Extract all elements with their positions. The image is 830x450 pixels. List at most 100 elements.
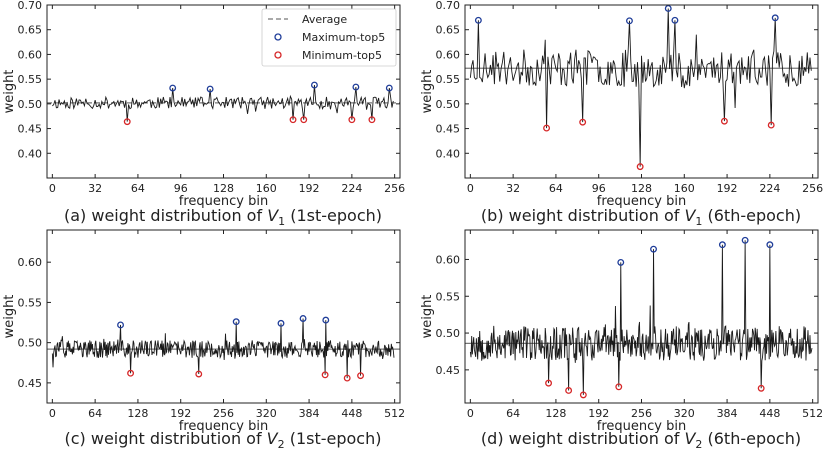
panel-d: 0 64 128 192 256 320 384 448 512 0.45 0.50 0.55 0.60…: [420, 229, 823, 450]
min-marker: [289, 116, 297, 124]
x-tick-label: 224: [341, 182, 362, 195]
y-tick-label: 0.50: [18, 98, 43, 111]
min-marker: [321, 371, 329, 379]
caption-text: (d) weight distribution of: [481, 429, 685, 448]
min-marker: [579, 391, 587, 399]
caption-variable: V: [684, 429, 696, 448]
y-axis-label: weight: [2, 295, 17, 339]
panel-caption: (b) weight distribution of V1 (6th-epoch…: [481, 206, 801, 228]
caption-text: (1st-epoch): [285, 206, 382, 225]
plot-frame: [464, 229, 819, 404]
min-marker: [123, 118, 131, 126]
y-tick-label: 0.70: [436, 0, 461, 12]
max-marker: [771, 14, 779, 22]
series-line: [52, 85, 394, 122]
legend-average-label: Average: [302, 13, 347, 26]
x-axis-label: frequency bin: [597, 194, 686, 209]
x-axis-label: frequency bin: [597, 419, 686, 434]
caption-subscript: 2: [695, 438, 702, 450]
x-tick-label: 256: [802, 182, 823, 195]
x-tick-label: 32: [506, 182, 520, 195]
caption-text: (a) weight distribution of: [64, 206, 267, 225]
caption-variable: V: [267, 429, 279, 448]
max-marker: [352, 83, 360, 91]
y-tick-label: 0.55: [18, 296, 43, 309]
x-tick-label: 192: [588, 407, 609, 420]
panel-a: 0 32 64 96 128 160 192 224 256 0.40 0.45 0.50 0.55 0.…: [2, 0, 405, 228]
x-tick-label: 512: [802, 407, 823, 420]
x-tick-label: 320: [674, 407, 695, 420]
max-marker: [322, 316, 330, 324]
x-tick-label: 448: [341, 407, 362, 420]
x-tick-label: 160: [256, 182, 277, 195]
legend-max-swatch: [274, 33, 282, 41]
caption-text: (c) weight distribution of: [65, 429, 267, 448]
x-tick-label: 512: [384, 407, 405, 420]
y-tick-label: 0.45: [18, 123, 43, 136]
max-marker: [664, 5, 672, 12]
x-tick-label: 32: [88, 182, 102, 195]
min-marker: [757, 384, 765, 392]
y-tick-label: 0.45: [436, 123, 461, 136]
caption-text: (1st-epoch): [285, 429, 382, 448]
panel-caption: (c) weight distribution of V2 (1st-epoch…: [65, 429, 382, 450]
y-tick-label: 0.40: [436, 147, 461, 160]
series-line: [51, 318, 395, 379]
y-tick-label: 0.40: [18, 147, 43, 160]
x-tick-label: 128: [545, 407, 566, 420]
y-tick-label: 0.50: [18, 337, 43, 350]
y-tick-label: 0.65: [18, 24, 43, 37]
panel-c: 0 64 128 192 256 320 384 448 512 0.45 0.50 0.55 0.60…: [2, 229, 405, 450]
y-tick-label: 0.45: [18, 377, 43, 390]
caption-text: (6th-epoch): [702, 206, 801, 225]
y-tick-label: 0.60: [18, 48, 43, 61]
y-tick-label: 0.50: [436, 327, 461, 340]
x-tick-label: 192: [170, 407, 191, 420]
max-marker: [385, 84, 393, 92]
max-marker: [310, 81, 318, 89]
x-axis-label: frequency bin: [179, 194, 268, 209]
x-tick-label: 320: [256, 407, 277, 420]
x-tick-label: 256: [631, 407, 652, 420]
max-marker: [474, 16, 482, 24]
y-tick-label: 0.60: [436, 48, 461, 61]
max-marker: [277, 319, 285, 327]
caption-subscript: 2: [278, 438, 285, 450]
x-tick-label: 448: [759, 407, 780, 420]
caption-subscript: 1: [695, 215, 702, 228]
min-marker: [368, 116, 376, 124]
y-tick-label: 0.70: [18, 0, 43, 12]
max-marker: [650, 245, 657, 253]
legend-min-label: Minimum-top5: [302, 49, 382, 62]
legend-box: [261, 8, 397, 67]
max-marker: [206, 85, 214, 93]
min-marker: [615, 383, 623, 391]
max-marker: [718, 241, 726, 249]
max-marker: [626, 17, 633, 25]
max-marker: [766, 241, 774, 249]
y-tick-label: 0.65: [436, 24, 461, 37]
min-marker: [579, 118, 587, 126]
y-tick-label: 0.50: [436, 98, 461, 111]
x-tick-label: 64: [88, 407, 102, 420]
min-marker: [348, 116, 356, 124]
x-tick-label: 160: [674, 182, 695, 195]
max-marker: [169, 84, 177, 92]
x-tick-label: 192: [717, 182, 738, 195]
series-line: [469, 8, 812, 167]
x-axis-label: frequency bin: [179, 419, 268, 434]
x-tick-label: 96: [174, 182, 188, 195]
panel-b: 0 32 64 96 128 160 192 224 256 0.40 0.45 0.50 0.55 0.…: [420, 0, 823, 228]
panel-caption: (d) weight distribution of V2 (6th-epoch…: [481, 429, 801, 450]
series-line: [469, 240, 813, 395]
min-marker: [636, 163, 644, 171]
x-tick-label: 128: [631, 182, 652, 195]
x-tick-label: 384: [299, 407, 320, 420]
min-marker: [343, 374, 351, 382]
x-tick-label: 384: [717, 407, 738, 420]
x-tick-label: 0: [49, 407, 56, 420]
caption-text: (b) weight distribution of: [481, 206, 685, 225]
min-marker: [300, 116, 308, 124]
caption-subscript: 1: [278, 215, 285, 228]
x-tick-label: 0: [467, 182, 474, 195]
